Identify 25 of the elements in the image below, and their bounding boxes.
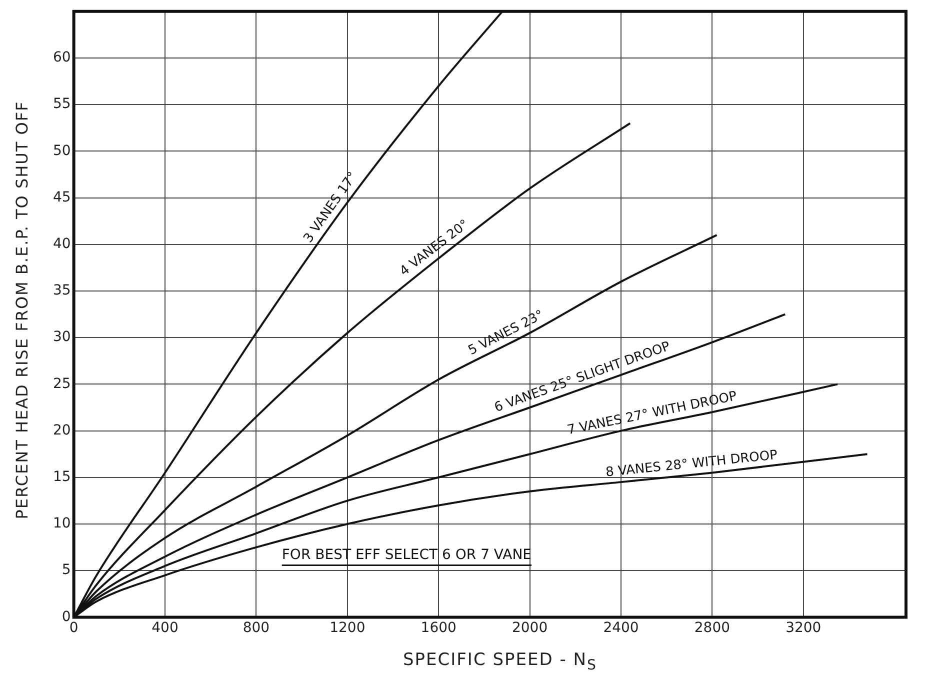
x-tick-label: 1200 — [330, 620, 366, 636]
y-axis-title: PERCENT HEAD RISE FROM B.E.P. TO SHUT OFF — [12, 100, 32, 522]
y-tick-label: 60 — [52, 50, 71, 66]
y-tick-label: 0 — [62, 608, 71, 625]
y-tick-label: 50 — [52, 142, 71, 159]
text: 7 VANES 27° WITH DROOP — [566, 388, 738, 438]
x-tick-label: 2800 — [694, 620, 730, 636]
y-tick-label: 10 — [52, 516, 71, 532]
y-tick-label: 45 — [52, 189, 71, 206]
x-tick-label: 800 — [242, 620, 270, 636]
x-tick-label: 3200 — [786, 620, 822, 636]
y-tick-label: 30 — [52, 329, 71, 346]
y-tick-label: 25 — [52, 376, 71, 392]
x-tick-label: 2000 — [512, 620, 548, 636]
y-tick-label: 5 — [62, 562, 71, 578]
y-tick-label: 15 — [52, 469, 71, 486]
x-tick-label: 2400 — [603, 620, 639, 636]
x-tick-label: 1600 — [420, 620, 456, 636]
y-tick-label: 55 — [52, 96, 71, 112]
text: 8 VANES 28° WITH DROOP — [605, 448, 778, 480]
y-tick-label: 35 — [52, 282, 71, 299]
x-axis-title: SPECIFIC SPEED - N$_{S}$ — [402, 650, 598, 674]
y-tick-label: 20 — [52, 422, 71, 438]
y-tick-label: 40 — [52, 236, 71, 252]
x-tick-label: 400 — [152, 620, 178, 636]
